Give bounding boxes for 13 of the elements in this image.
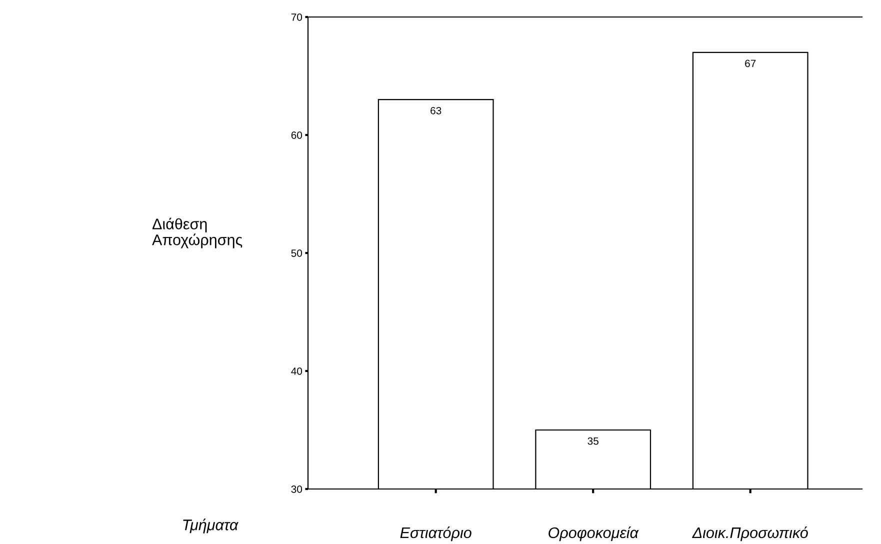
data-label: 63 (430, 106, 442, 114)
data-label: 67 (745, 60, 756, 68)
y-tick-label: 70 (291, 14, 302, 21)
y-axis-title: Διάθεση Αποχώρησης (152, 218, 242, 248)
x-tick-label: Οροφοκομεία (548, 526, 639, 542)
y-tick-label: 40 (291, 368, 302, 375)
x-axis-title: Τμήματα (183, 518, 239, 534)
y-tick-label: 30 (291, 486, 302, 493)
x-tick-label: Διοικ.Προσωπικό (692, 526, 808, 542)
data-label: 35 (588, 437, 598, 445)
x-tick-label: Εστιατόριο (400, 526, 472, 542)
y-tick-label: 50 (291, 250, 302, 257)
y-tick-label: 60 (291, 132, 302, 139)
